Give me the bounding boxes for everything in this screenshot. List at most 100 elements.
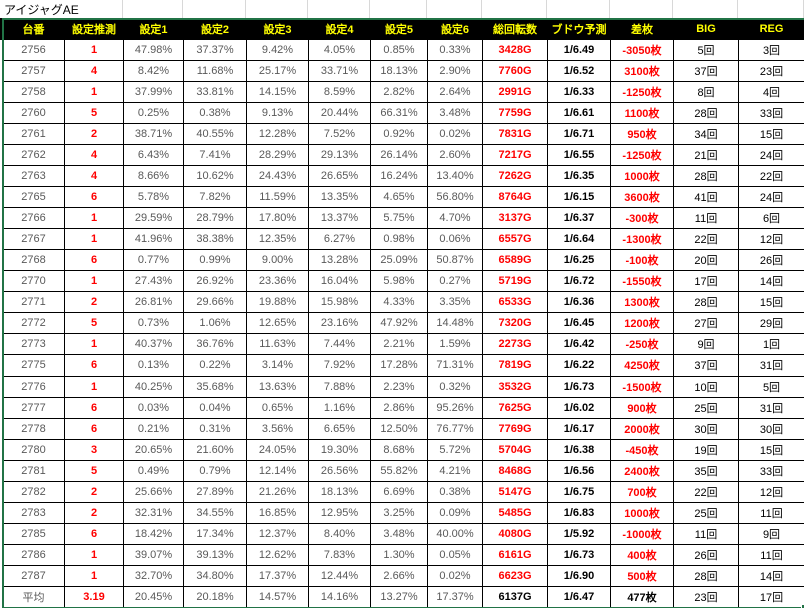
table-cell[interactable]: -1300枚	[610, 228, 674, 251]
table-cell[interactable]: 26.92%	[183, 270, 247, 293]
table-cell[interactable]: 15回	[738, 291, 804, 314]
table-cell[interactable]: 12.37%	[246, 522, 309, 545]
table-cell[interactable]: 28回	[673, 102, 739, 125]
table-cell[interactable]: 5.78%	[123, 186, 184, 209]
table-cell[interactable]: 0.25%	[123, 102, 184, 125]
table-cell[interactable]: 28.79%	[183, 207, 247, 230]
table-cell[interactable]: 1/6.38	[547, 438, 611, 461]
table-cell[interactable]: 5	[64, 459, 124, 482]
table-cell[interactable]: 6	[64, 354, 124, 377]
selected-cell[interactable]: 2786	[1, 17, 804, 608]
table-cell[interactable]: 14回	[738, 564, 804, 587]
table-cell[interactable]: 700枚	[610, 480, 674, 503]
table-cell[interactable]: 9回	[673, 333, 739, 356]
table-cell[interactable]: 1	[64, 564, 124, 587]
table-cell[interactable]: 0.09%	[427, 501, 483, 524]
table-cell[interactable]: 2767	[2, 228, 65, 251]
table-cell[interactable]: 21.26%	[246, 480, 309, 503]
table-cell[interactable]: 35回	[673, 459, 739, 482]
table-cell[interactable]: 18.13%	[308, 480, 371, 503]
table-cell[interactable]: 11回	[738, 501, 804, 524]
table-cell[interactable]: 17.37%	[427, 585, 483, 608]
column-header-settei6[interactable]: 設定6	[427, 18, 483, 40]
table-cell[interactable]: 50.87%	[427, 249, 483, 272]
table-cell[interactable]: 1/6.83	[547, 501, 611, 524]
table-cell[interactable]: 22回	[738, 165, 804, 188]
table-cell[interactable]: 5	[64, 312, 124, 335]
table-cell[interactable]: 1/6.49	[547, 38, 611, 62]
table-cell[interactable]: 平均	[2, 585, 65, 608]
table-cell[interactable]: 66.31%	[370, 102, 428, 125]
table-cell[interactable]: 18.13%	[370, 60, 428, 83]
table-cell[interactable]: 2758	[2, 81, 65, 104]
column-header-settei1[interactable]: 設定1	[123, 18, 184, 40]
table-cell[interactable]: 10.62%	[183, 165, 247, 188]
table-cell[interactable]: 13.27%	[370, 585, 428, 608]
table-cell[interactable]: 20.45%	[123, 585, 184, 608]
empty-cell[interactable]	[427, 0, 482, 18]
table-cell[interactable]: 8回	[673, 81, 739, 104]
column-header-sou-kaitensuu[interactable]: 総回転数	[482, 18, 548, 40]
column-header-settei-suisoku[interactable]: 設定推測	[64, 18, 124, 40]
table-cell[interactable]: 22回	[673, 480, 739, 503]
table-cell[interactable]: 7.44%	[308, 333, 371, 356]
table-cell[interactable]: 13.40%	[427, 165, 483, 188]
table-cell[interactable]: 2.23%	[370, 375, 428, 398]
table-cell[interactable]: 37回	[673, 354, 739, 377]
table-cell[interactable]: 0.85%	[370, 38, 428, 62]
table-cell[interactable]: 10回	[673, 375, 739, 398]
table-cell[interactable]: 2000枚	[610, 417, 674, 440]
table-cell[interactable]: 15回	[738, 123, 804, 146]
table-cell[interactable]: 6161G	[482, 543, 548, 566]
table-cell[interactable]: 26.56%	[308, 459, 371, 482]
table-cell[interactable]: 3600枚	[610, 186, 674, 209]
table-cell[interactable]: 8764G	[482, 186, 548, 209]
table-cell[interactable]: 7262G	[482, 165, 548, 188]
table-cell[interactable]: -450枚	[610, 438, 674, 461]
table-cell[interactable]: 1/6.55	[547, 144, 611, 167]
table-cell[interactable]: 6.65%	[308, 417, 371, 440]
table-cell[interactable]: 2	[64, 480, 124, 503]
table-cell[interactable]: 36.76%	[183, 333, 247, 356]
table-cell[interactable]: 6	[64, 186, 124, 209]
table-cell[interactable]: 19.88%	[246, 291, 309, 314]
table-cell[interactable]: 900枚	[610, 396, 674, 419]
table-cell[interactable]: 4080G	[482, 522, 548, 545]
table-cell[interactable]: 7.88%	[308, 375, 371, 398]
table-cell[interactable]: 38.38%	[183, 228, 247, 251]
table-cell[interactable]: 9.42%	[246, 38, 309, 62]
table-cell[interactable]: 14.16%	[308, 585, 371, 608]
table-cell[interactable]: 2765	[2, 186, 65, 209]
column-header-settei2[interactable]: 設定2	[183, 18, 247, 40]
table-cell[interactable]: 400枚	[610, 543, 674, 566]
table-cell[interactable]: 7759G	[482, 102, 548, 125]
table-cell[interactable]: 7625G	[482, 396, 548, 419]
table-cell[interactable]: 2.90%	[427, 60, 483, 83]
table-cell[interactable]: 21.60%	[183, 438, 247, 461]
table-cell[interactable]: 26回	[673, 543, 739, 566]
table-cell[interactable]: 3回	[738, 38, 804, 62]
table-cell[interactable]: 4	[64, 144, 124, 167]
table-cell[interactable]: 2771	[2, 291, 65, 314]
table-cell[interactable]: 4.21%	[427, 459, 483, 482]
table-cell[interactable]: 0.38%	[183, 102, 247, 125]
table-cell[interactable]: 3.19	[64, 585, 124, 608]
table-cell[interactable]: 25回	[673, 396, 739, 419]
table-cell[interactable]: 1	[64, 81, 124, 104]
table-cell[interactable]: 33.71%	[308, 60, 371, 83]
empty-cell[interactable]	[308, 0, 370, 18]
table-cell[interactable]: 39.13%	[183, 543, 247, 566]
table-cell[interactable]: 1/6.02	[547, 396, 611, 419]
table-cell[interactable]: 40.55%	[183, 123, 247, 146]
table-cell[interactable]: 1/6.35	[547, 165, 611, 188]
table-cell[interactable]: 37.37%	[183, 38, 247, 62]
empty-cell[interactable]	[123, 0, 183, 18]
table-cell[interactable]: 32.31%	[123, 501, 184, 524]
table-cell[interactable]: 0.79%	[183, 459, 247, 482]
table-cell[interactable]: 1.16%	[308, 396, 371, 419]
table-cell[interactable]: 14.57%	[246, 585, 309, 608]
empty-cell[interactable]	[738, 0, 804, 18]
table-cell[interactable]: 40.25%	[123, 375, 184, 398]
table-cell[interactable]: 11回	[673, 207, 739, 230]
empty-cell[interactable]	[547, 0, 610, 18]
